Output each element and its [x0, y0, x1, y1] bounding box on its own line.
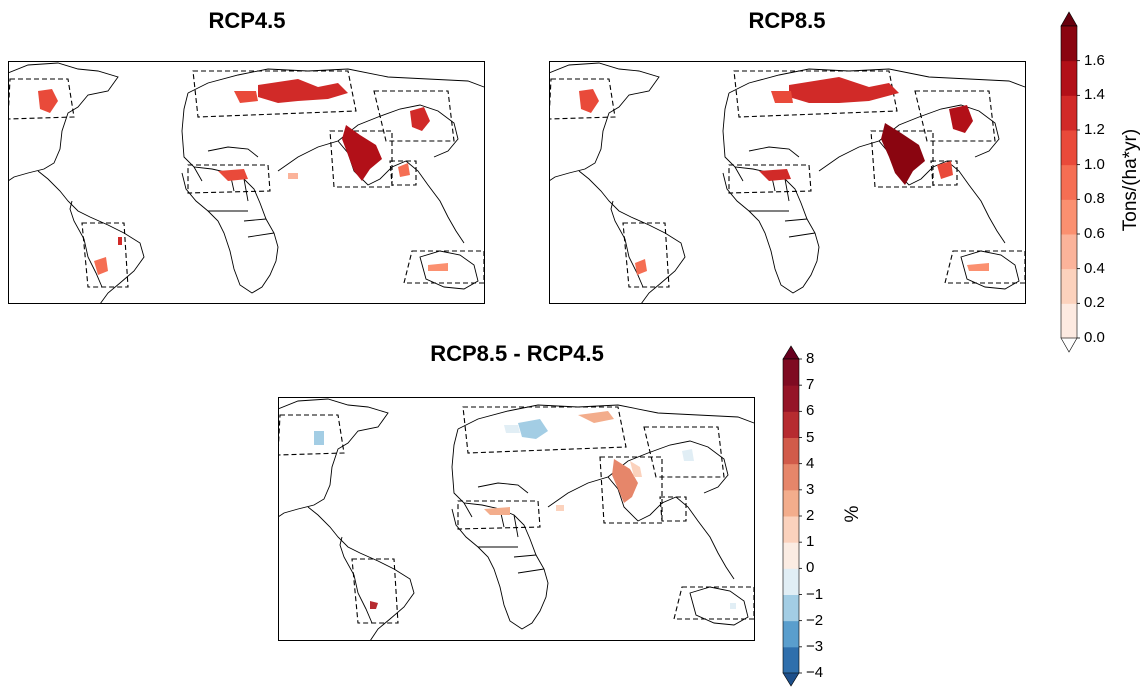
- colorbar-extend-high: [782, 345, 800, 360]
- map-frame: [8, 61, 485, 304]
- colorbar-segment: [783, 411, 799, 438]
- colorbar-segment: [1061, 268, 1077, 304]
- colorbar-segment: [783, 437, 799, 465]
- colorbar-difference-label: %: [842, 505, 863, 523]
- study-regions: [549, 70, 1026, 288]
- colorbar-segment: [1061, 199, 1077, 235]
- colorbar-tick-label: 1.4: [1084, 86, 1105, 104]
- colorbar-tick-label: 5: [806, 428, 815, 446]
- colorbar-tick-label: 0.0: [1084, 329, 1105, 346]
- yield-change-fill: [579, 77, 989, 275]
- colorbar-tick-label: 4: [806, 454, 815, 472]
- colorbar-tick-label: −4: [806, 664, 824, 681]
- panel-title-rcp85: RCP8.5: [748, 8, 826, 33]
- colorbar-tick-label: 6: [806, 402, 815, 420]
- yield-change-fill: [38, 79, 448, 275]
- colorbar-segment: [783, 359, 799, 386]
- map-frame: [278, 397, 755, 641]
- map-frame: [549, 61, 1026, 304]
- colorbar-segment: [1061, 303, 1077, 339]
- map-difference: [278, 397, 755, 641]
- colorbar-tick-label: 1: [806, 533, 815, 551]
- map-rcp85-svg: [549, 61, 1026, 304]
- colorbar-tick-label: −3: [806, 637, 824, 655]
- colorbar-tick-label: 0.4: [1084, 259, 1105, 277]
- colorbar-tick-label: 0.2: [1084, 294, 1105, 312]
- colorbar-extend-low: [1060, 337, 1078, 353]
- colorbar-segment: [783, 516, 799, 543]
- colorbar-tick-label: 1.0: [1084, 155, 1105, 173]
- map-rcp45: [8, 61, 485, 304]
- coastlines: [278, 398, 755, 641]
- colorbar-yield: 0.0 0.2 0.4 0.6 0.8 1.0 1.2 1.4 1.6: [1060, 6, 1140, 356]
- colorbar-segment: [783, 646, 799, 674]
- colorbar-segment: [783, 568, 799, 595]
- colorbar-segment: [783, 594, 799, 622]
- coastlines: [8, 62, 485, 304]
- study-regions: [8, 70, 485, 288]
- colorbar-extend-low: [782, 672, 800, 687]
- colorbar-tick-label: 1.6: [1084, 51, 1105, 69]
- colorbar-segment: [783, 385, 799, 412]
- colorbar-tick-label: 8: [806, 350, 815, 367]
- colorbar-segment: [783, 489, 799, 517]
- map-rcp45-svg: [8, 61, 485, 304]
- colorbar-segment: [1061, 164, 1077, 200]
- colorbar-tick-label: 0.6: [1084, 225, 1105, 242]
- percent-difference-fill: [314, 411, 736, 609]
- colorbar-segment: [1061, 130, 1077, 166]
- colorbar-frame: [1060, 25, 1078, 339]
- colorbar-tick-label: −2: [806, 611, 824, 629]
- colorbar-segment: [1061, 234, 1077, 270]
- panel-title-rcp45: RCP4.5: [208, 8, 286, 33]
- colorbar-difference: −4 −3 −2 −1 0 1 2 3 4 5 6 7 8: [782, 343, 852, 688]
- colorbar-tick-label: 7: [806, 376, 815, 394]
- panel-title-difference: RCP8.5 - RCP4.5: [430, 341, 604, 366]
- colorbar-tick-label: 3: [806, 480, 815, 498]
- colorbar-extend-high: [1060, 11, 1078, 27]
- map-rcp85: [549, 61, 1026, 304]
- study-regions: [278, 406, 755, 624]
- coastlines: [549, 62, 1026, 304]
- colorbar-segment: [1061, 26, 1077, 62]
- colorbar-segment: [783, 542, 799, 569]
- colorbar-tick-label: −1: [806, 585, 824, 603]
- colorbar-segment: [783, 620, 799, 648]
- colorbar-yield-gradient: [1060, 11, 1080, 353]
- colorbar-tick-label: 0: [806, 559, 815, 577]
- colorbar-tick-label: 0.8: [1084, 190, 1105, 208]
- map-difference-svg: [278, 397, 755, 641]
- colorbar-tick-label: 2: [806, 507, 815, 524]
- colorbar-segment: [1061, 60, 1077, 96]
- colorbar-yield-label: Tons/(ha*yr): [1120, 128, 1141, 232]
- colorbar-segment: [783, 463, 799, 491]
- colorbar-difference-gradient: [782, 345, 802, 687]
- colorbar-tick-label: 1.2: [1084, 121, 1105, 138]
- colorbar-segment: [1061, 95, 1077, 131]
